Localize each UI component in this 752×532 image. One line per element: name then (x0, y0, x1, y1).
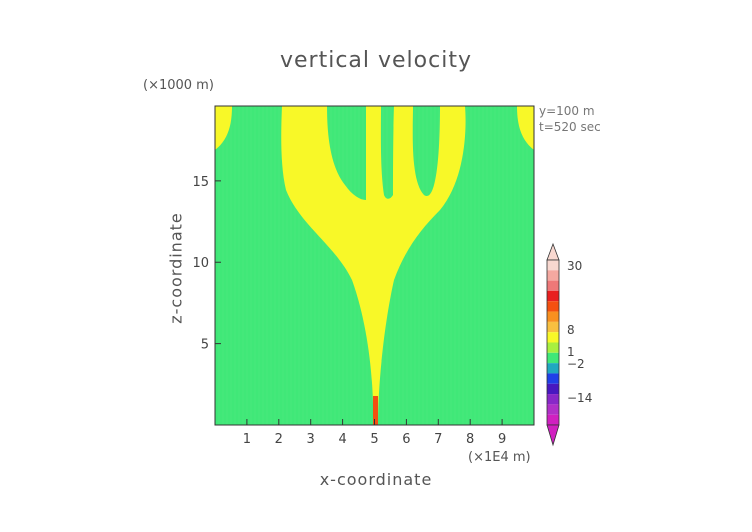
z-tick-label: 10 (192, 256, 209, 271)
colorbar-segment (547, 414, 559, 425)
colorbar-segment (547, 311, 559, 322)
colorbar-segment (547, 394, 559, 405)
x-tick-label: 7 (434, 432, 442, 447)
annotation-y: y=100 m (539, 104, 595, 118)
z-axis-label: z-coordinate (166, 212, 186, 324)
z-tick-labels: 5 10 15 (192, 175, 209, 353)
x-axis-label: x-coordinate (319, 470, 433, 489)
colorbar-label: 30 (567, 259, 582, 273)
colorbar-segment (547, 280, 559, 291)
x-tick-label: 6 (402, 432, 410, 447)
x-tick-label: 1 (243, 432, 251, 447)
colorbar-bottom-arrow (546, 424, 560, 447)
colorbar-segment (547, 332, 559, 343)
x-tick-label: 8 (466, 432, 474, 447)
colorbar-segment (547, 352, 559, 364)
x-tick-label: 9 (498, 432, 506, 447)
left-corner-plume (215, 106, 232, 150)
x-tick-label: 4 (338, 432, 346, 447)
colorbar-segment (547, 363, 559, 374)
colorbar-label: 1 (567, 345, 575, 359)
x-tick-label: 5 (370, 432, 378, 447)
colorbar-label: 8 (567, 323, 575, 337)
z-axis-unit: (×1000 m) (143, 78, 214, 93)
colorbar-label: −2 (567, 357, 585, 371)
colorbar-segment (547, 260, 559, 271)
right-corner-plume (517, 106, 534, 150)
x-tick-label: 3 (307, 432, 315, 447)
colorbar-segment (547, 321, 559, 333)
chart-title: vertical velocity (279, 48, 472, 73)
core-updraft (373, 396, 378, 425)
x-tick-labels: 1 2 3 4 5 6 7 8 9 (243, 432, 506, 447)
colorbar-segment (547, 270, 559, 281)
z-tick-label: 15 (192, 175, 209, 190)
colorbar-segment (547, 373, 559, 384)
z-ticks (215, 180, 221, 345)
z-tick-label: 5 (201, 338, 209, 353)
colorbar-segment (547, 301, 559, 312)
colorbar-top-arrow (546, 242, 560, 261)
colorbar-segment (547, 342, 559, 353)
colorbar (546, 242, 560, 447)
colorbar-segment (547, 383, 559, 395)
x-ticks (246, 419, 503, 425)
colorbar-labels: 30 8 1−2 −14 (567, 259, 592, 405)
colorbar-label: −14 (567, 391, 592, 405)
x-tick-label: 2 (275, 432, 283, 447)
x-axis-unit: (×1E4 m) (468, 450, 531, 465)
colorbar-segment (547, 404, 559, 415)
colorbar-segment (547, 290, 559, 302)
annotation-time: t=520 sec (539, 120, 601, 134)
updraft-plume (281, 106, 466, 425)
